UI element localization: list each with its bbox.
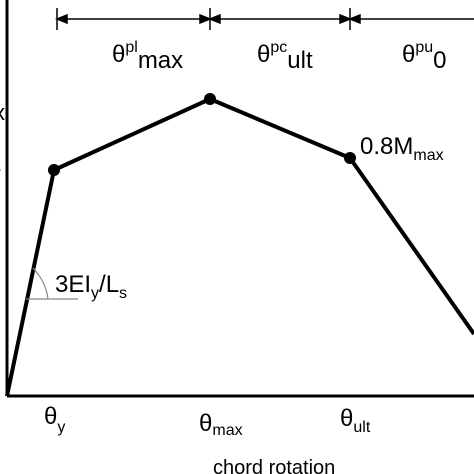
left-edge-fragment-1: x (0, 100, 5, 125)
point-label-0-8-mmax: 0.8Mmax (360, 133, 444, 164)
segment-label-theta-pu-0: θpu0 (402, 39, 447, 74)
max-point (204, 93, 216, 105)
top-dimension-line (54, 8, 474, 30)
ultimate-point (344, 152, 356, 164)
x-axis-label: chord rotation (213, 457, 335, 474)
x-tick-theta-y: θy (44, 403, 65, 436)
segment-label-theta-pc-ult: θpcult (257, 39, 313, 74)
stiffness-label: 3EIy/Ls (55, 271, 127, 302)
yield-point (48, 164, 60, 176)
segment-label-theta-pl-max: θplmax (112, 39, 183, 74)
x-tick-theta-max: θmax (199, 410, 243, 439)
stiffness-angle-marker (26, 267, 78, 300)
left-edge-fragment-2: - (0, 156, 1, 181)
x-tick-theta-ult: θult (340, 405, 371, 436)
